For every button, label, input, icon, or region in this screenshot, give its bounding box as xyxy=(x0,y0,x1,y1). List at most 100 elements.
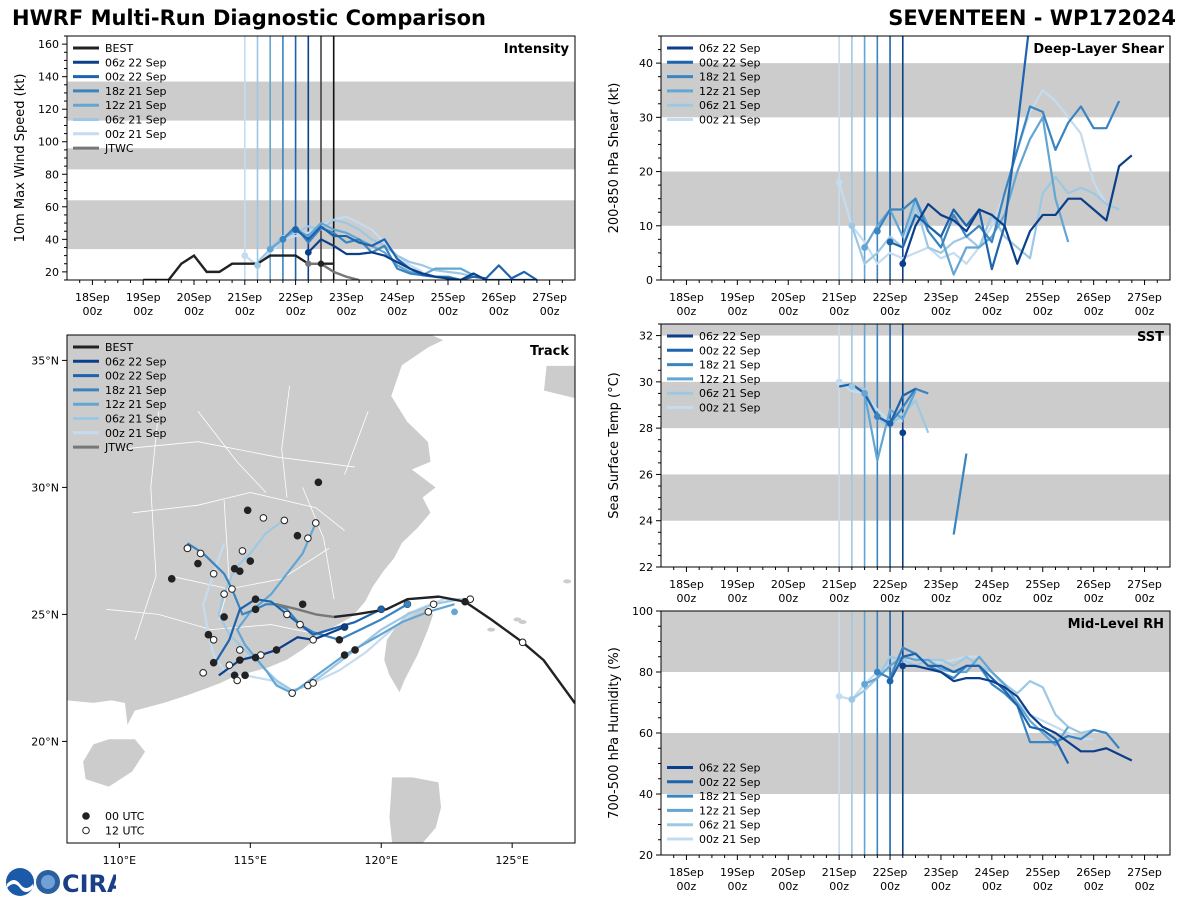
rh-title: Mid-Level RH xyxy=(1068,617,1164,632)
track-init-18z21 xyxy=(404,600,411,608)
sst-ytick-label-3: 28 xyxy=(639,422,653,435)
intensity-series-4 xyxy=(256,218,474,278)
sst-xtick-day-4: 22Sep xyxy=(873,578,908,591)
shear-init-point-4 xyxy=(848,222,856,230)
shear-band-1 xyxy=(661,63,1170,118)
rh-xtick-day-7: 25Sep xyxy=(1025,866,1060,879)
rh-xtick-day-8: 26Sep xyxy=(1076,866,1111,879)
shear-plot-area xyxy=(835,36,1133,280)
rh-ytick-label-3: 80 xyxy=(639,666,653,679)
sst-xtick-day-1: 19Sep xyxy=(720,578,755,591)
shear-xtick-day-7: 25Sep xyxy=(1025,291,1060,304)
track-series-2 xyxy=(186,542,408,641)
track-jtwc xyxy=(276,603,335,619)
track-ytick-label-1: 25°N xyxy=(31,608,59,621)
shear-init-point-1 xyxy=(886,238,894,246)
noaa-cira-logo-icon: CIRA xyxy=(6,868,126,898)
province-border-1 xyxy=(132,492,345,531)
rh-xtick-day-4: 22Sep xyxy=(873,866,908,879)
rh-legend-label-1: 00z 22 Sep xyxy=(699,776,761,789)
sst-xtick-day-8: 26Sep xyxy=(1076,578,1111,591)
sst-xtick-day-2: 20Sep xyxy=(771,578,806,591)
shear-init-point-2 xyxy=(873,227,881,235)
sst-band-0 xyxy=(661,474,1170,521)
rh-ytick-label-1: 40 xyxy=(639,788,653,801)
cira-logo: CIRA xyxy=(4,866,126,898)
korea-islands xyxy=(543,365,575,399)
hainan-island xyxy=(82,738,147,788)
shear-xtick-day-0: 18Sep xyxy=(669,291,704,304)
track-series-1-12utc-0 xyxy=(283,610,291,619)
rh-xtick-hour-9: 00z xyxy=(1135,880,1155,893)
intensity-xtick-day-6: 24Sep xyxy=(380,291,415,304)
rh-ytick-label-4: 100 xyxy=(632,605,653,618)
track-series-2-00utc-2 xyxy=(251,605,260,614)
shear-series-0 xyxy=(901,154,1133,265)
track-series-2-00utc-1 xyxy=(335,636,344,644)
track-legend-label-7: JTWC xyxy=(104,441,134,454)
logo-text: CIRA xyxy=(62,870,116,898)
luzon-island xyxy=(388,776,442,843)
sst-xtick-hour-4: 00z xyxy=(880,592,900,605)
intensity-legend-label-5: 06z 21 Sep xyxy=(105,114,167,127)
rh-xtick-day-6: 24Sep xyxy=(974,866,1009,879)
shear-ytick-label-3: 30 xyxy=(639,111,653,124)
sst-xtick-day-9: 27Sep xyxy=(1127,578,1162,591)
track-ytick-label-3: 35°N xyxy=(31,354,59,367)
intensity-xtick-hour-8: 00z xyxy=(489,305,509,318)
sst-band-2 xyxy=(661,324,1170,336)
rh-series-0 xyxy=(902,664,1133,762)
track-series-3-00utc-1 xyxy=(251,653,260,662)
track-legend-label-6: 00z 21 Sep xyxy=(105,427,167,440)
province-border-5 xyxy=(281,385,290,498)
shear-ytick-label-2: 20 xyxy=(639,166,653,179)
shear-xtick-hour-6: 00z xyxy=(982,305,1002,318)
intensity-xtick-day-4: 22Sep xyxy=(278,291,313,304)
intensity-best-track xyxy=(143,254,334,280)
rh-xtick-hour-4: 00z xyxy=(880,880,900,893)
intensity-xtick-day-5: 23Sep xyxy=(329,291,364,304)
rh-legend-label-4: 06z 21 Sep xyxy=(699,819,761,832)
track-extra-00utc-7 xyxy=(220,613,228,621)
rh-init-point-2 xyxy=(873,668,881,676)
shear-xtick-day-1: 19Sep xyxy=(720,291,755,304)
intensity-init-point-0 xyxy=(304,248,312,256)
track-extra-12utc-3 xyxy=(196,549,205,558)
track-series-3-12utc-1 xyxy=(288,689,296,697)
track-panel: 110°E 115°E 120°E 125°E 20°N 25°N 30°N 35°N Trac… xyxy=(31,334,576,867)
shear-xtick-day-8: 26Sep xyxy=(1076,291,1111,304)
province-border-2 xyxy=(171,548,330,590)
rh-xtick-hour-5: 00z xyxy=(931,880,951,893)
shear-xtick-hour-7: 00z xyxy=(1033,305,1053,318)
shear-legend-label-4: 06z 21 Sep xyxy=(699,99,761,112)
track-series-3 xyxy=(236,522,455,695)
rh-init-point-4 xyxy=(848,696,856,703)
track-legend-label-4: 12z 21 Sep xyxy=(105,398,167,411)
intensity-legend-label-3: 18z 21 Sep xyxy=(105,85,167,98)
track-series-3-12utc-2 xyxy=(311,519,320,527)
intensity-xtick-hour-7: 00z xyxy=(438,305,458,318)
track-series-1-00utc-2 xyxy=(251,595,260,603)
rh-xtick-day-3: 21Sep xyxy=(822,866,857,879)
shear-xtick-hour-5: 00z xyxy=(931,305,951,318)
track-marker-legend-swatch-1 xyxy=(82,826,90,835)
intensity-xtick-hour-1: 00z xyxy=(133,305,153,318)
intensity-xtick-day-7: 25Sep xyxy=(431,291,466,304)
shear-legend-label-1: 00z 22 Sep xyxy=(699,56,761,69)
track-series-0-00utc-2 xyxy=(236,656,244,664)
shear-ytick-label-1: 10 xyxy=(639,220,653,233)
rh-init-point-3 xyxy=(861,680,868,688)
province-border-7 xyxy=(344,411,369,475)
rh-xtick-day-5: 23Sep xyxy=(924,866,959,879)
track-best xyxy=(333,595,575,705)
sst-series-3 xyxy=(863,390,917,462)
track-series-0-12utc-0 xyxy=(309,636,317,644)
sst-xtick-hour-3: 00z xyxy=(829,592,849,605)
track-extra-00utc-4 xyxy=(194,559,202,568)
rh-legend-label-0: 06z 22 Sep xyxy=(699,762,761,775)
sst-init-point-0 xyxy=(899,429,907,437)
sst-xtick-hour-8: 00z xyxy=(1084,592,1104,605)
intensity-ytick-label-5: 120 xyxy=(38,103,59,116)
intensity-panel: 2040608010012014016018Sep00z19Sep00z20Se… xyxy=(13,35,576,318)
track-series-3-12utc-0 xyxy=(424,608,433,616)
